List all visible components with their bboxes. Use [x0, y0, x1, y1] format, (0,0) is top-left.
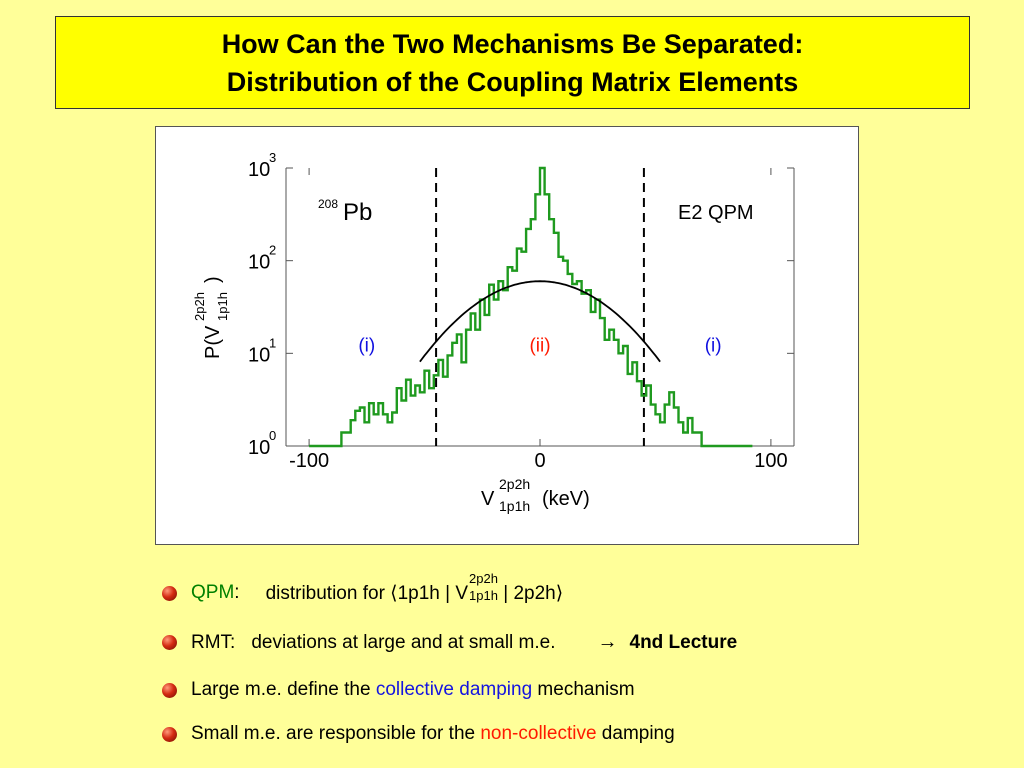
bullet-qpm-after: | 2p2h⟩ — [497, 582, 564, 604]
region-boundaries — [435, 168, 645, 446]
bullet-dot — [162, 635, 177, 650]
bullet-qpm-sub: 1p1h — [469, 588, 498, 603]
x-label-sub: 1p1h — [499, 498, 530, 514]
y-tick-label-base: 10 — [248, 437, 270, 459]
bullet-small-me: Small m.e. are responsible for the non-c… — [162, 723, 675, 745]
bullet-qpm-sup: 2p2h — [469, 571, 498, 586]
x-label-symbol: V — [481, 488, 495, 510]
bullet-dot — [162, 726, 177, 742]
bullet-rmt-label: RMT: — [191, 631, 236, 653]
model-label: E2 QPM — [678, 202, 754, 224]
y-tick-label-exp: 0 — [269, 428, 276, 443]
x-label-sup: 2p2h — [499, 476, 530, 492]
bullet-large-pre: Large m.e. define the — [191, 679, 376, 700]
bullet-large-highlight: collective damping — [375, 679, 533, 700]
x-tick-label: 100 — [754, 450, 787, 472]
bullet-large-me: Large m.e. define the collective damping… — [162, 679, 635, 701]
arrow-icon: → — [597, 631, 618, 653]
nucleus-mass: 208 — [318, 197, 338, 211]
region-label: (i) — [358, 335, 375, 356]
bullet-small-post: damping — [596, 723, 675, 744]
nucleus-symbol: Pb — [343, 199, 372, 226]
y-tick-label-base: 10 — [248, 252, 270, 274]
y-tick-label-base: 10 — [248, 159, 270, 181]
x-tick-label: -100 — [289, 450, 329, 472]
bullet-qpm-colon: : — [234, 582, 240, 603]
y-tick-label-exp: 2 — [269, 243, 276, 258]
chart-panel: -100 0 100 10 0 10 1 10 2 10 3 (i) (ii) (i) 208 Pb E… — [155, 126, 859, 545]
bullet-dot — [162, 682, 177, 698]
title-box: How Can the Two Mechanisms Be Separated:… — [55, 16, 970, 109]
x-axis-label: V 2p2h 1p1h (keV) — [481, 476, 590, 514]
y-tick-label-exp: 3 — [269, 150, 276, 165]
bullet-qpm: QPM: distribution for ⟨1p1h | V 2p2h 1p1… — [162, 572, 564, 606]
y-tick-label-base: 10 — [248, 344, 270, 366]
title-line-1: How Can the Two Mechanisms Be Separated: — [221, 28, 804, 59]
region-label: (ii) — [529, 335, 550, 356]
title-line-2: Distribution of the Coupling Matrix Elem… — [226, 66, 799, 97]
bullet-qpm-text: distribution for ⟨1p1h | V — [265, 582, 469, 604]
bullet-large-post: mechanism — [532, 679, 635, 700]
bullet-qpm-subsup: 2p2h 1p1h — [469, 572, 498, 606]
bullet-small-highlight: non-collective — [480, 723, 597, 744]
x-label-unit: (keV) — [542, 488, 590, 510]
y-tick-label-exp: 1 — [269, 335, 276, 350]
gaussian-fit-line — [419, 280, 661, 363]
region-labels: (i) (ii) (i) — [358, 335, 721, 356]
bullet-rmt-text: deviations at large and at small m.e. — [251, 631, 556, 653]
bullet-small-pre: Small m.e. are responsible for the — [191, 723, 481, 744]
bullet-qpm-label: QPM — [191, 582, 235, 603]
bullet-dot — [162, 585, 177, 601]
y-axis-label: P(V 2p2h 1p1h ) — [192, 276, 230, 359]
x-tick-label: 0 — [534, 450, 545, 472]
bullet-rmt: RMT: deviations at large and at small m.… — [162, 631, 737, 654]
y-label-sub: 1p1h — [215, 292, 230, 321]
bullet-rmt-emph: 4nd Lecture — [629, 631, 738, 653]
y-label-sup: 2p2h — [192, 292, 207, 321]
y-label-suffix: ) — [202, 276, 224, 283]
y-label-prefix: P(V — [202, 325, 224, 359]
region-label: (i) — [705, 335, 722, 356]
histogram-line — [309, 166, 753, 448]
